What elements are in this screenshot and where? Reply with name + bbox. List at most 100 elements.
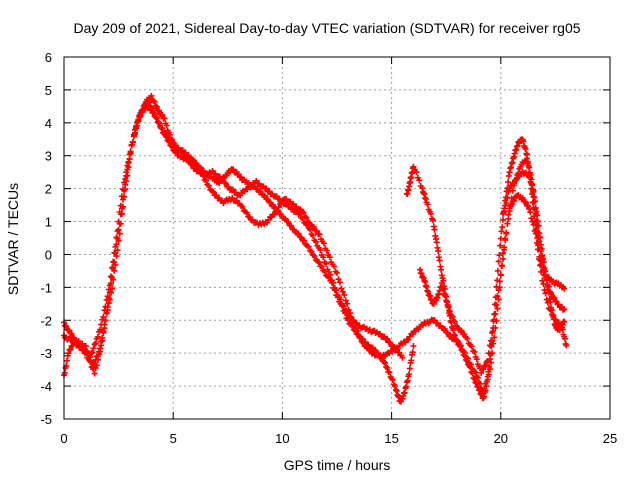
data-point — [360, 339, 367, 346]
data-point — [271, 211, 278, 218]
data-point — [61, 369, 68, 376]
data-point — [499, 224, 506, 231]
x-axis-label: GPS time / hours — [284, 457, 391, 473]
data-point — [313, 227, 320, 234]
y-tick-label: 3 — [45, 149, 52, 164]
data-point — [158, 125, 165, 132]
data-point — [473, 356, 480, 363]
data-point — [383, 363, 390, 370]
data-point — [339, 288, 346, 295]
data-point — [494, 305, 501, 312]
data-point — [344, 300, 351, 307]
data-point — [538, 245, 545, 252]
data-point — [448, 312, 455, 319]
data-point — [124, 166, 131, 173]
data-point — [468, 343, 475, 350]
data-point — [318, 263, 325, 270]
data-point — [496, 252, 503, 259]
x-tick-label: 15 — [384, 431, 398, 446]
data-point — [308, 248, 315, 255]
data-point — [540, 259, 547, 266]
y-tick-label: 1 — [45, 215, 52, 230]
data-point — [505, 188, 512, 195]
data-point — [501, 246, 508, 253]
data-point — [150, 97, 157, 104]
data-point — [128, 142, 135, 149]
data-point — [526, 205, 533, 212]
data-point — [386, 369, 393, 376]
data-point — [509, 187, 516, 194]
data-point — [156, 107, 163, 114]
data-point — [123, 172, 130, 179]
data-point — [384, 364, 391, 371]
data-point — [389, 376, 396, 383]
data-point — [275, 204, 282, 211]
data-point — [464, 335, 471, 342]
data-point — [471, 348, 478, 355]
data-point — [354, 328, 361, 335]
data-point — [530, 187, 537, 194]
data-point — [551, 294, 558, 301]
data-point — [298, 234, 305, 241]
data-point — [340, 302, 347, 309]
y-tick-label: -4 — [40, 379, 52, 394]
data-point — [103, 309, 110, 316]
y-tick-label: 6 — [45, 50, 52, 65]
data-point — [458, 346, 465, 353]
data-point — [561, 285, 568, 292]
data-point — [495, 287, 502, 294]
data-point — [90, 345, 97, 352]
data-point — [338, 285, 345, 292]
data-point — [492, 310, 499, 317]
data-point — [480, 366, 487, 373]
data-point — [526, 164, 533, 171]
data-point — [101, 325, 108, 332]
data-point — [497, 242, 504, 249]
data-point — [382, 359, 389, 366]
data-point — [239, 203, 246, 210]
data-point — [66, 327, 73, 334]
y-tick-label: 5 — [45, 83, 52, 98]
x-tick-label: 0 — [60, 431, 67, 446]
data-point — [97, 348, 104, 355]
data-point — [301, 237, 308, 244]
data-point — [499, 255, 506, 262]
y-tick-labels: -5 -4 -3 -2 -1 0 1 2 3 4 5 6 — [40, 50, 52, 427]
axis-ticks — [63, 56, 611, 420]
data-point — [82, 349, 89, 356]
data-point — [470, 374, 477, 381]
data-point — [484, 357, 491, 364]
data-point — [504, 220, 511, 227]
data-point — [122, 181, 129, 188]
y-tick-label: -3 — [40, 346, 52, 361]
data-point — [454, 323, 461, 330]
data-point — [505, 215, 512, 222]
data-point — [296, 210, 303, 217]
x-tick-label: 25 — [603, 431, 617, 446]
plot-frame — [63, 56, 611, 420]
data-point — [484, 376, 491, 383]
data-point — [267, 199, 274, 206]
data-point — [460, 351, 467, 358]
data-point — [285, 218, 292, 225]
data-point — [469, 370, 476, 377]
data-point — [435, 248, 442, 255]
data-point — [92, 340, 99, 347]
data-point — [106, 289, 113, 296]
data-point — [505, 179, 512, 186]
data-point — [384, 335, 391, 342]
data-point — [102, 317, 109, 324]
data-point — [98, 342, 105, 349]
data-point — [462, 356, 469, 363]
data-point — [494, 293, 501, 300]
data-point — [487, 337, 494, 344]
data-point — [219, 176, 226, 183]
y-tick-label: -2 — [40, 313, 52, 328]
data-point — [534, 212, 541, 219]
data-point — [82, 343, 89, 349]
data-point — [277, 211, 284, 218]
y-tick-label: -5 — [40, 412, 52, 427]
data-point — [63, 357, 70, 364]
data-point — [506, 208, 513, 215]
